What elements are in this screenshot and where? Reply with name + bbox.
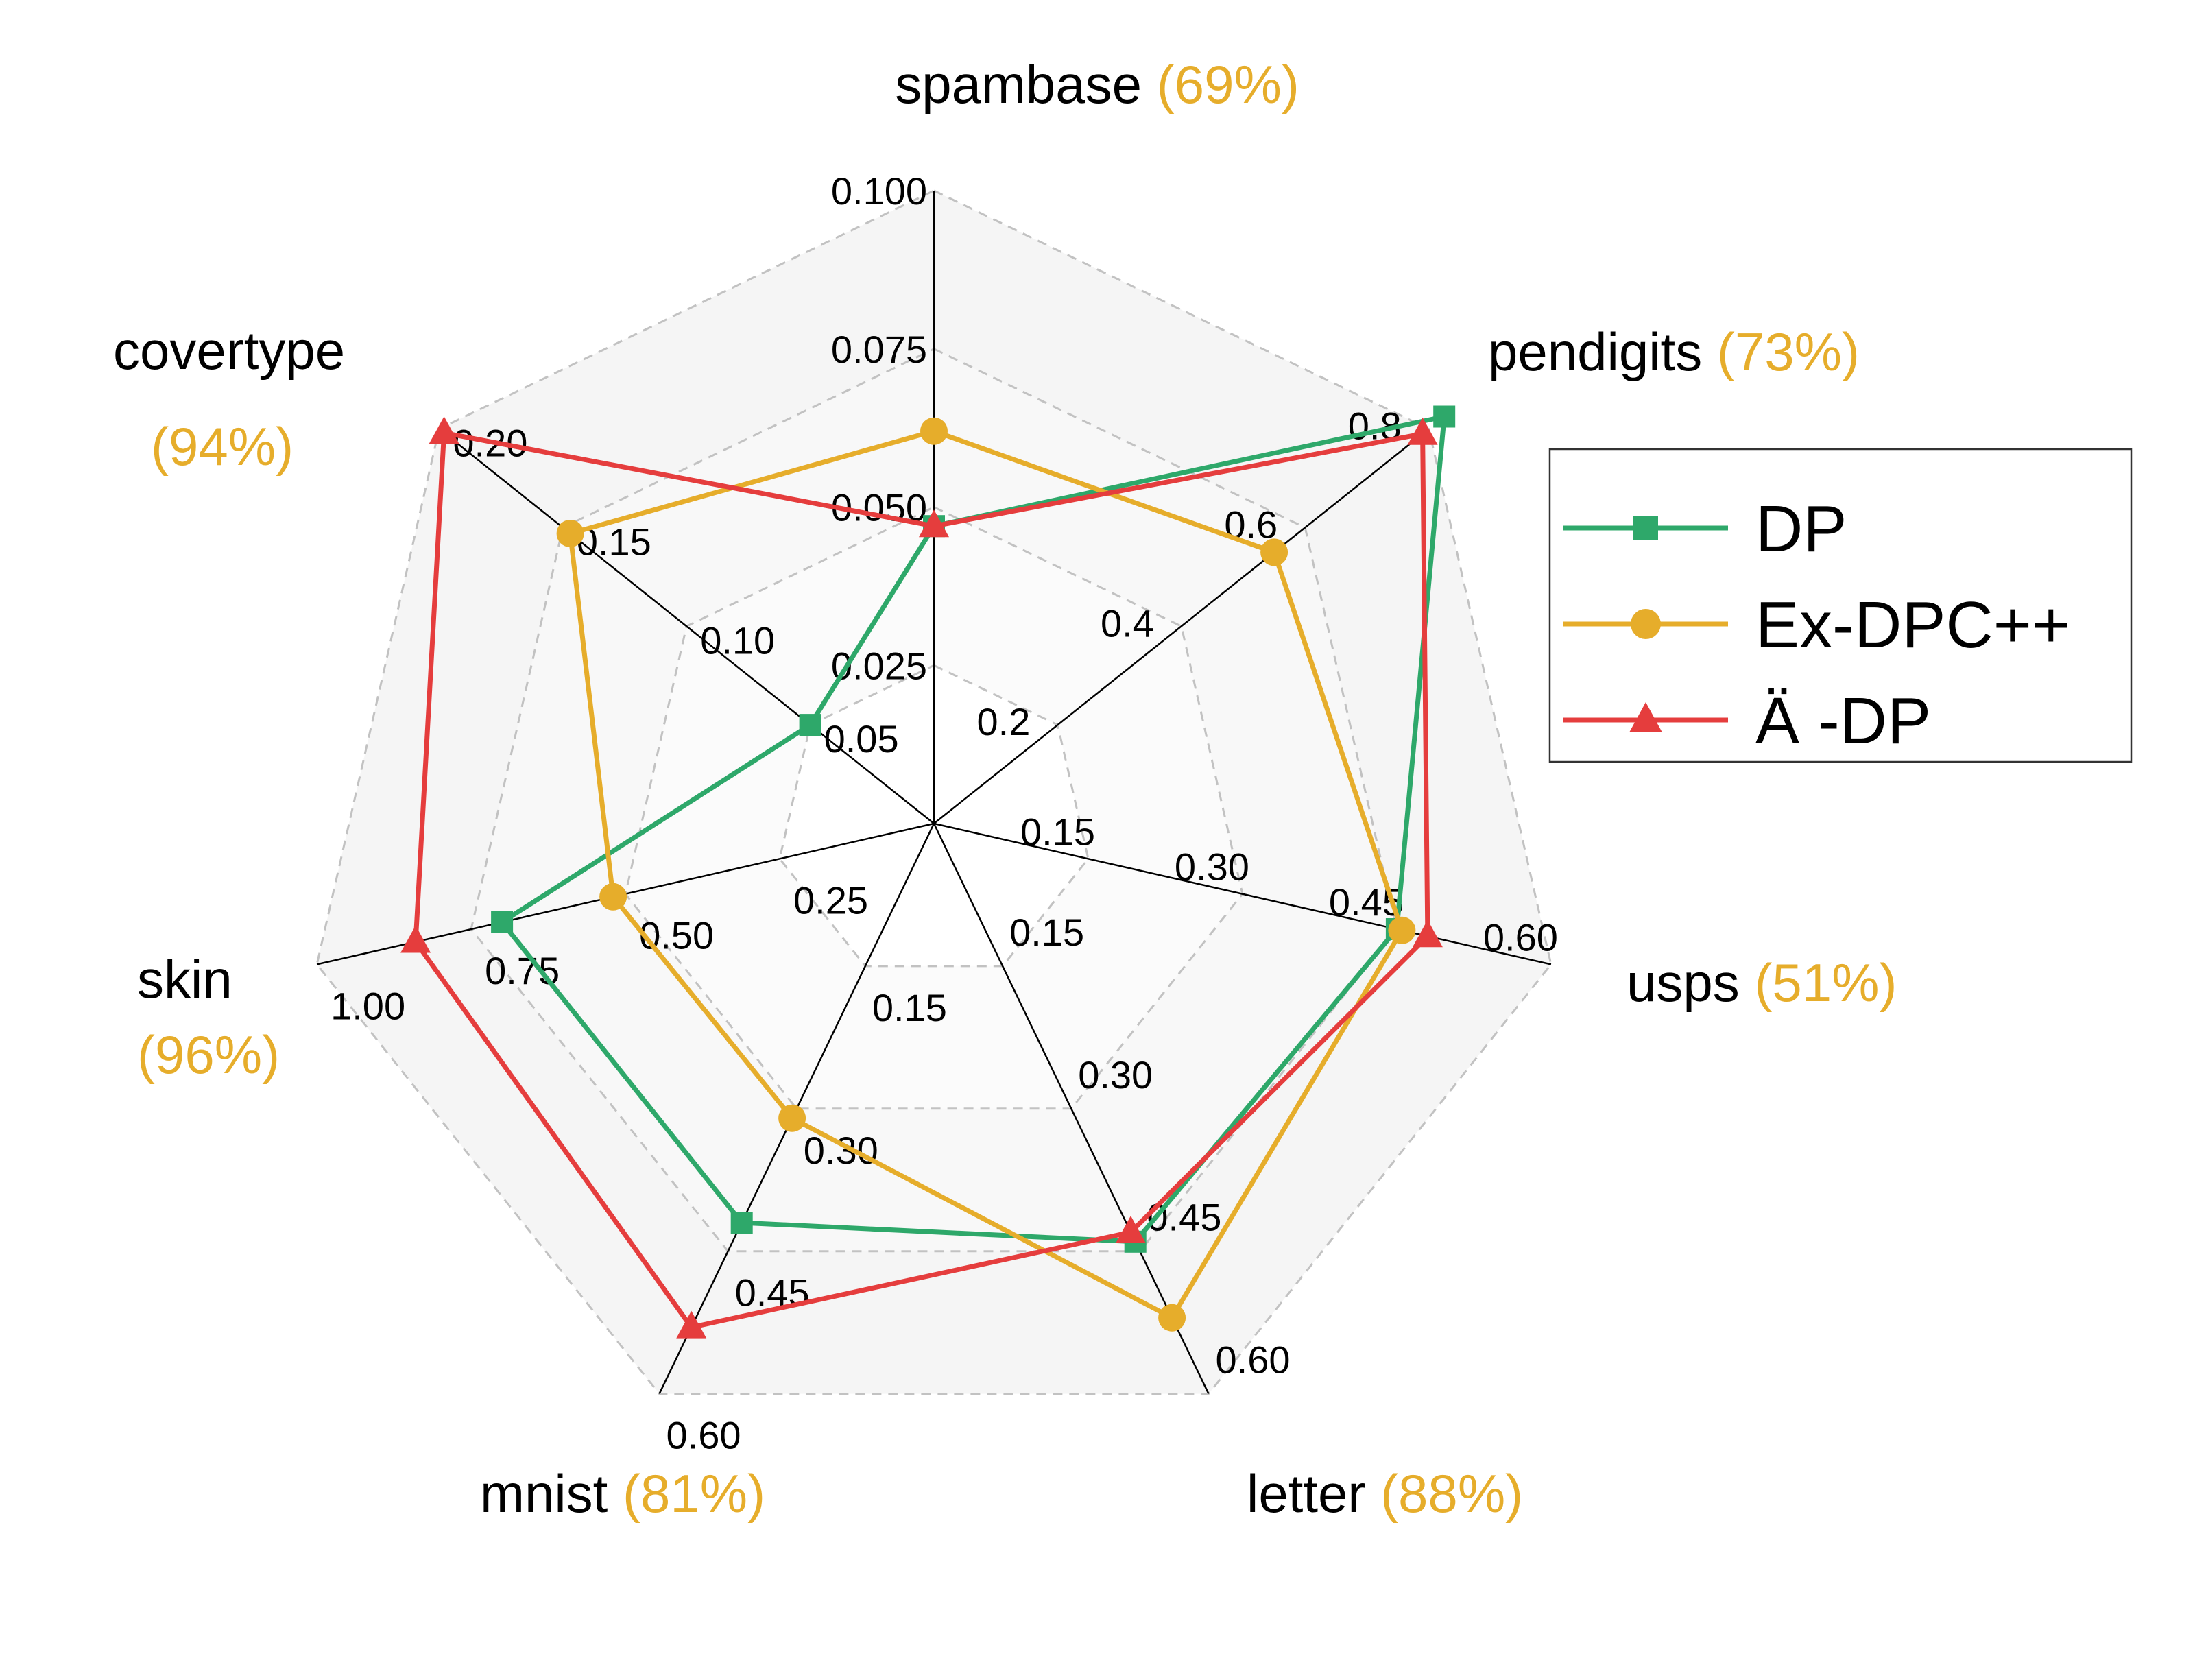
axis-pct-label: (96%) [137, 1024, 280, 1085]
data-point [1433, 405, 1456, 428]
data-point [400, 925, 431, 953]
data-point [599, 883, 627, 911]
tick-label: 0.100 [831, 169, 927, 213]
radar-axis-line [438, 428, 935, 824]
data-point [778, 1104, 806, 1132]
legend-marker [1629, 702, 1662, 732]
tick-label: 0.60 [1216, 1339, 1291, 1382]
tick-label: 0.30 [804, 1129, 878, 1172]
data-point [1158, 1304, 1186, 1332]
tick-label: 0.75 [485, 949, 560, 992]
legend-label: Ä -DP [1755, 684, 1931, 758]
series-line-ex-dpc- [568, 429, 1404, 1321]
axis-label: pendigits (73%) [1488, 322, 1860, 382]
data-point [556, 520, 584, 547]
axis-label: spambase (69%) [895, 54, 1299, 115]
radar-grid-ring [470, 348, 1398, 1253]
data-point [676, 1310, 707, 1339]
data-point [1116, 1216, 1146, 1243]
radar-series [400, 405, 1456, 1339]
tick-label: 0.4 [1101, 601, 1154, 645]
data-point [799, 714, 821, 736]
tick-label: 0.45 [735, 1271, 810, 1315]
legend-marker [1633, 516, 1658, 540]
tick-label: 0.15 [1020, 810, 1095, 853]
axis-label: usps (51%) [1627, 952, 1897, 1013]
radar-grid-ring [624, 505, 1244, 1110]
data-point [1260, 538, 1288, 566]
tick-label: 0.075 [831, 328, 927, 371]
tick-label: 0.30 [1175, 845, 1249, 889]
tick-label: 0.60 [1483, 915, 1558, 959]
axis-label: letter (88%) [1247, 1463, 1523, 1524]
axis-label: covertype [113, 320, 345, 381]
radar-axis-line [933, 428, 1430, 824]
axis-label: mnist (81%) [480, 1463, 765, 1524]
data-point [429, 416, 459, 444]
data-point [730, 1212, 753, 1234]
axis-label: skin [137, 949, 232, 1009]
radar-axis-names: spambase (69%) pendigits (73%) usps (51%) l… [113, 54, 1897, 1524]
radar-grid-ring [778, 664, 1090, 968]
data-point [919, 509, 949, 538]
legend-label: Ex-DPC++ [1755, 588, 2070, 662]
tick-label: 1.00 [331, 984, 405, 1027]
tick-label: 0.15 [872, 986, 947, 1029]
legend: DP Ex-DPC++ Ä -DP [1548, 448, 2133, 763]
radar-axis-line [933, 823, 1210, 1395]
axis-pct-label: (94%) [151, 416, 293, 477]
data-point [1412, 920, 1443, 948]
data-point [1388, 916, 1416, 944]
series-line--dp [413, 430, 1430, 1330]
radar-tick-labels: 0.0250.0500.0750.1000.20.40.60.80.150.30… [331, 169, 1558, 1457]
tick-label: 0.60 [667, 1414, 741, 1457]
radar-grid [315, 189, 1552, 1395]
tick-label: 0.30 [1078, 1053, 1153, 1096]
radar-axis-line [933, 822, 1552, 965]
tick-label: 0.15 [1009, 911, 1084, 954]
tick-label: 0.2 [977, 700, 1031, 743]
tick-label: 0.25 [793, 878, 868, 922]
data-point [1407, 417, 1438, 445]
tick-label: 0.50 [639, 914, 714, 957]
series-line-dp [499, 414, 1447, 1245]
tick-label: 0.05 [824, 717, 899, 760]
data-point [491, 911, 514, 933]
legend-label: DP [1755, 492, 1847, 566]
data-point [920, 417, 948, 445]
tick-label: 0.10 [700, 619, 775, 662]
legend-marker [1631, 609, 1661, 639]
